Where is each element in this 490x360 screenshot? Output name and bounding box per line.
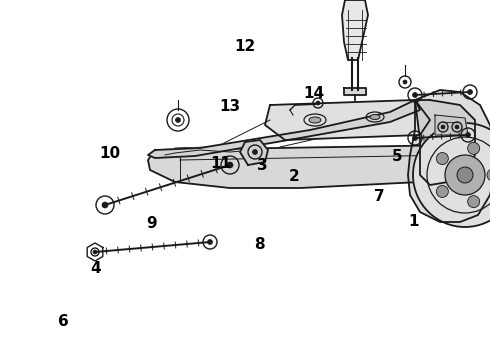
- Text: 6: 6: [58, 314, 69, 329]
- Text: 9: 9: [147, 216, 157, 231]
- Polygon shape: [265, 100, 430, 140]
- Circle shape: [93, 250, 97, 254]
- Text: 3: 3: [257, 158, 268, 173]
- Circle shape: [227, 162, 233, 168]
- Polygon shape: [415, 100, 475, 185]
- Polygon shape: [435, 115, 468, 135]
- Polygon shape: [342, 0, 368, 60]
- Circle shape: [403, 80, 407, 84]
- Circle shape: [175, 117, 180, 122]
- Circle shape: [441, 125, 445, 129]
- Text: 10: 10: [99, 145, 121, 161]
- Circle shape: [445, 155, 485, 195]
- Text: 8: 8: [254, 237, 265, 252]
- Text: 14: 14: [303, 86, 324, 101]
- Circle shape: [467, 142, 480, 154]
- Text: 12: 12: [234, 39, 256, 54]
- Circle shape: [437, 185, 448, 197]
- Circle shape: [466, 132, 470, 138]
- Circle shape: [316, 101, 320, 105]
- Circle shape: [437, 153, 448, 165]
- Circle shape: [207, 239, 213, 244]
- Text: 1: 1: [409, 214, 419, 229]
- Circle shape: [467, 195, 480, 208]
- Polygon shape: [148, 145, 475, 188]
- Circle shape: [413, 135, 417, 140]
- Polygon shape: [344, 88, 366, 95]
- Circle shape: [413, 93, 417, 98]
- Ellipse shape: [309, 117, 321, 123]
- Ellipse shape: [370, 114, 380, 120]
- Polygon shape: [148, 100, 420, 158]
- Text: 5: 5: [392, 149, 402, 164]
- Circle shape: [413, 123, 490, 227]
- Polygon shape: [408, 90, 490, 222]
- Circle shape: [457, 167, 473, 183]
- Circle shape: [487, 169, 490, 181]
- Text: 2: 2: [289, 169, 299, 184]
- Circle shape: [455, 125, 459, 129]
- Text: 7: 7: [374, 189, 385, 204]
- Circle shape: [102, 202, 108, 208]
- Polygon shape: [240, 140, 268, 165]
- Circle shape: [252, 149, 258, 154]
- Text: 13: 13: [220, 99, 241, 114]
- Text: 4: 4: [90, 261, 101, 276]
- Text: 11: 11: [210, 156, 231, 171]
- Circle shape: [467, 90, 472, 95]
